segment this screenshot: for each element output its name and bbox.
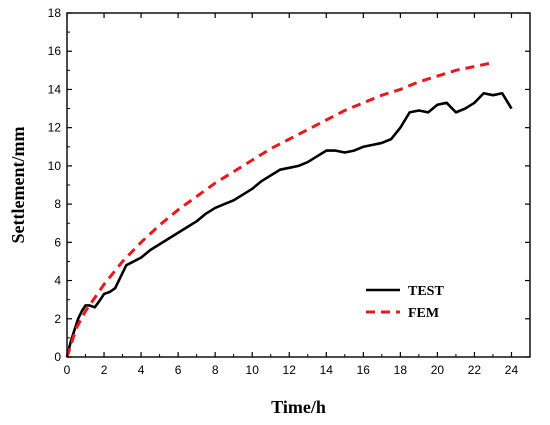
x-tick-label: 4 — [138, 363, 145, 377]
x-axis-title: Time/h — [271, 397, 326, 417]
x-tick-label: 20 — [431, 363, 445, 377]
legend: TEST FEM — [366, 284, 444, 321]
x-tick-label: 6 — [175, 363, 182, 377]
series-line-fem — [65, 61, 494, 358]
x-tick-label: 14 — [320, 363, 334, 377]
x-tick-label: 18 — [394, 363, 408, 377]
y-axis-title: Settlement/mm — [8, 127, 28, 244]
legend-label-test: TEST — [408, 284, 444, 299]
y-tick-label: 4 — [54, 274, 61, 288]
y-tick-label: 12 — [48, 121, 62, 135]
x-tick-label: 10 — [246, 363, 260, 377]
y-tick-label: 16 — [48, 44, 62, 58]
x-tick-label: 0 — [64, 363, 71, 377]
y-tick-label: 6 — [54, 235, 61, 249]
legend-label-fem: FEM — [408, 306, 439, 321]
y-tick-label: 14 — [48, 82, 62, 96]
y-tick-label: 10 — [48, 159, 62, 173]
x-tick-label: 22 — [468, 363, 482, 377]
x-tick-label: 2 — [101, 363, 108, 377]
x-tick-label: 24 — [505, 363, 519, 377]
x-tick-label: 16 — [357, 363, 371, 377]
series-layer — [65, 61, 513, 358]
x-tick-label: 8 — [212, 363, 219, 377]
y-tick-label: 18 — [48, 6, 62, 20]
y-tick-label: 2 — [54, 312, 61, 326]
series-line-test — [65, 91, 513, 358]
y-tick-label: 8 — [54, 197, 61, 211]
y-tick-label: 0 — [54, 350, 61, 364]
x-tick-label: 12 — [283, 363, 297, 377]
